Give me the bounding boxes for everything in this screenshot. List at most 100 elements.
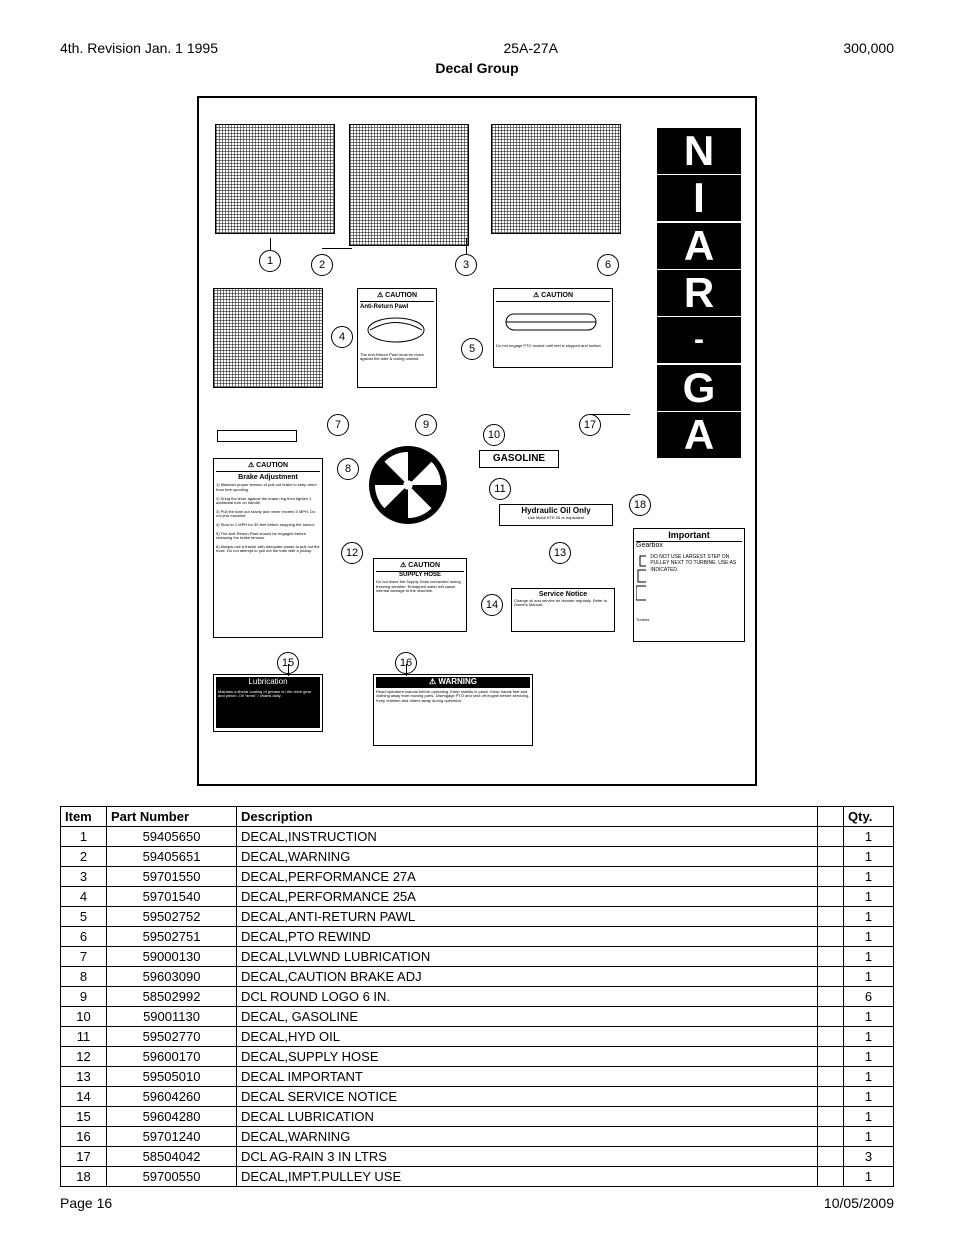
decal-8-brake-adj: ⚠ CAUTION Brake Adjustment 1) Maintain p… <box>213 458 323 638</box>
decal-3-performance-27a <box>491 124 621 234</box>
cell-item: 15 <box>61 1107 107 1127</box>
cell-desc: DECAL,INSTRUCTION <box>237 827 818 847</box>
cell-blank <box>818 887 844 907</box>
decal-1-instruction <box>215 124 335 234</box>
caution-text: Do not leave the Supply Hose connected d… <box>376 580 464 593</box>
table-row: 1259600170DECAL,SUPPLY HOSE1 <box>61 1047 894 1067</box>
table-row: 459701540DECAL,PERFORMANCE 25A1 <box>61 887 894 907</box>
callout-1: 1 <box>259 250 281 272</box>
cell-pn: 59405650 <box>107 827 237 847</box>
cell-desc: DECAL,WARNING <box>237 1127 818 1147</box>
cell-desc: DECAL,IMPT.PULLEY USE <box>237 1167 818 1187</box>
cell-qty: 1 <box>844 887 894 907</box>
cell-pn: 58502992 <box>107 987 237 1007</box>
cell-pn: 58504042 <box>107 1147 237 1167</box>
service-text: Change oil and service air cleaner regul… <box>514 599 612 608</box>
table-row: 259405651DECAL,WARNING1 <box>61 847 894 867</box>
table-row: 1559604280DECAL LUBRICATION1 <box>61 1107 894 1127</box>
turbine-label: Turbine <box>636 618 742 622</box>
table-row: 1659701240DECAL,WARNING 1 <box>61 1127 894 1147</box>
pawl-icon <box>360 310 432 350</box>
decal-6-performance-25a <box>213 288 323 388</box>
caution-label: ⚠ CAUTION <box>496 291 610 302</box>
cell-qty: 1 <box>844 1127 894 1147</box>
cell-qty: 1 <box>844 1027 894 1047</box>
table-row: 759000130DECAL,LVLWND LUBRICATION1 <box>61 947 894 967</box>
cell-item: 13 <box>61 1067 107 1087</box>
callout-6: 6 <box>597 254 619 276</box>
table-row: 1359505010DECAL IMPORTANT1 <box>61 1067 894 1087</box>
cell-blank <box>818 907 844 927</box>
logo-letter: A <box>657 223 741 269</box>
callout-13: 13 <box>549 542 571 564</box>
table-row: 1758504042DCL AG-RAIN 3 IN LTRS3 <box>61 1147 894 1167</box>
decal-13-important: Important Gearbox DO NOT USE LARGEST STE… <box>633 528 745 642</box>
col-item: Item <box>61 807 107 827</box>
col-qty: Qty. <box>844 807 894 827</box>
cell-qty: 1 <box>844 927 894 947</box>
callout-3: 3 <box>455 254 477 276</box>
table-row: 859603090DECAL,CAUTION BRAKE ADJ1 <box>61 967 894 987</box>
cell-desc: DECAL,PERFORMANCE 25A <box>237 887 818 907</box>
table-row: 1859700550DECAL,IMPT.PULLEY USE1 <box>61 1167 894 1187</box>
cell-item: 12 <box>61 1047 107 1067</box>
cell-item: 7 <box>61 947 107 967</box>
cell-blank <box>818 1167 844 1187</box>
cell-qty: 1 <box>844 1067 894 1087</box>
warning-title: ⚠ WARNING <box>376 677 530 688</box>
important-title: Important <box>636 531 742 542</box>
cell-item: 16 <box>61 1127 107 1147</box>
hyd-oil-sub: Use Mobil DTE 26 or equivalent <box>502 516 610 520</box>
cell-pn: 59502751 <box>107 927 237 947</box>
col-desc: Description <box>237 807 818 827</box>
callout-11: 11 <box>489 478 511 500</box>
cell-blank <box>818 1067 844 1087</box>
cell-pn: 59700550 <box>107 1167 237 1187</box>
cell-blank <box>818 1027 844 1047</box>
cell-blank <box>818 1127 844 1147</box>
cell-qty: 1 <box>844 1007 894 1027</box>
table-row: 159405650DECAL,INSTRUCTION1 <box>61 827 894 847</box>
table-row: 559502752DECAL,ANTI-RETURN PAWL1 <box>61 907 894 927</box>
cell-blank <box>818 867 844 887</box>
cell-blank <box>818 1047 844 1067</box>
col-pn: Part Number <box>107 807 237 827</box>
caution-label: ⚠ CAUTION <box>216 461 320 472</box>
callout-9: 9 <box>415 414 437 436</box>
warning-text: Read operators manual before operating. … <box>376 690 530 703</box>
cell-qty: 1 <box>844 827 894 847</box>
logo-letter: - <box>657 317 741 363</box>
lube-title: Lubrication <box>216 677 320 688</box>
caution-label: ⚠ CAUTION <box>360 291 434 302</box>
decal-9-round-logo-icon <box>369 446 447 524</box>
caution-label: ⚠ CAUTION <box>376 561 464 572</box>
table-row: 359701550DECAL,PERFORMANCE 27A1 <box>61 867 894 887</box>
cell-blank <box>818 827 844 847</box>
decal-5-caution: ⚠ CAUTION Do not engage PTO rewind until… <box>493 288 613 368</box>
cell-pn: 59505010 <box>107 1067 237 1087</box>
cell-blank <box>818 987 844 1007</box>
important-sub: Gearbox <box>636 542 742 550</box>
cell-pn: 59603090 <box>107 967 237 987</box>
callout-5: 5 <box>461 338 483 360</box>
callout-10: 10 <box>483 424 505 446</box>
decal-4-anti-return-pawl: ⚠ CAUTION Anti-Return Pawl The Anti-Retu… <box>357 288 437 388</box>
cell-pn: 59604280 <box>107 1107 237 1127</box>
lube-text: Maintain a liberal coating of grease on … <box>216 688 320 728</box>
cell-blank <box>818 1007 844 1027</box>
cell-item: 11 <box>61 1027 107 1047</box>
cell-pn: 59701240 <box>107 1127 237 1147</box>
cell-pn: 59405651 <box>107 847 237 867</box>
callout-2: 2 <box>311 254 333 276</box>
cell-pn: 59701550 <box>107 867 237 887</box>
callout-4: 4 <box>331 326 353 348</box>
caution-sub: Anti-Return Pawl <box>360 304 434 311</box>
logo-letter: I <box>657 175 741 221</box>
decal-10-gasoline: GASOLINE <box>479 450 559 468</box>
cell-desc: DCL ROUND LOGO 6 IN. <box>237 987 818 1007</box>
header-right: 300,000 <box>843 40 894 56</box>
cell-qty: 1 <box>844 967 894 987</box>
cell-item: 5 <box>61 907 107 927</box>
cell-item: 1 <box>61 827 107 847</box>
decal-11-hyd-oil: Hydraulic Oil Only Use Mobil DTE 26 or e… <box>499 504 613 526</box>
